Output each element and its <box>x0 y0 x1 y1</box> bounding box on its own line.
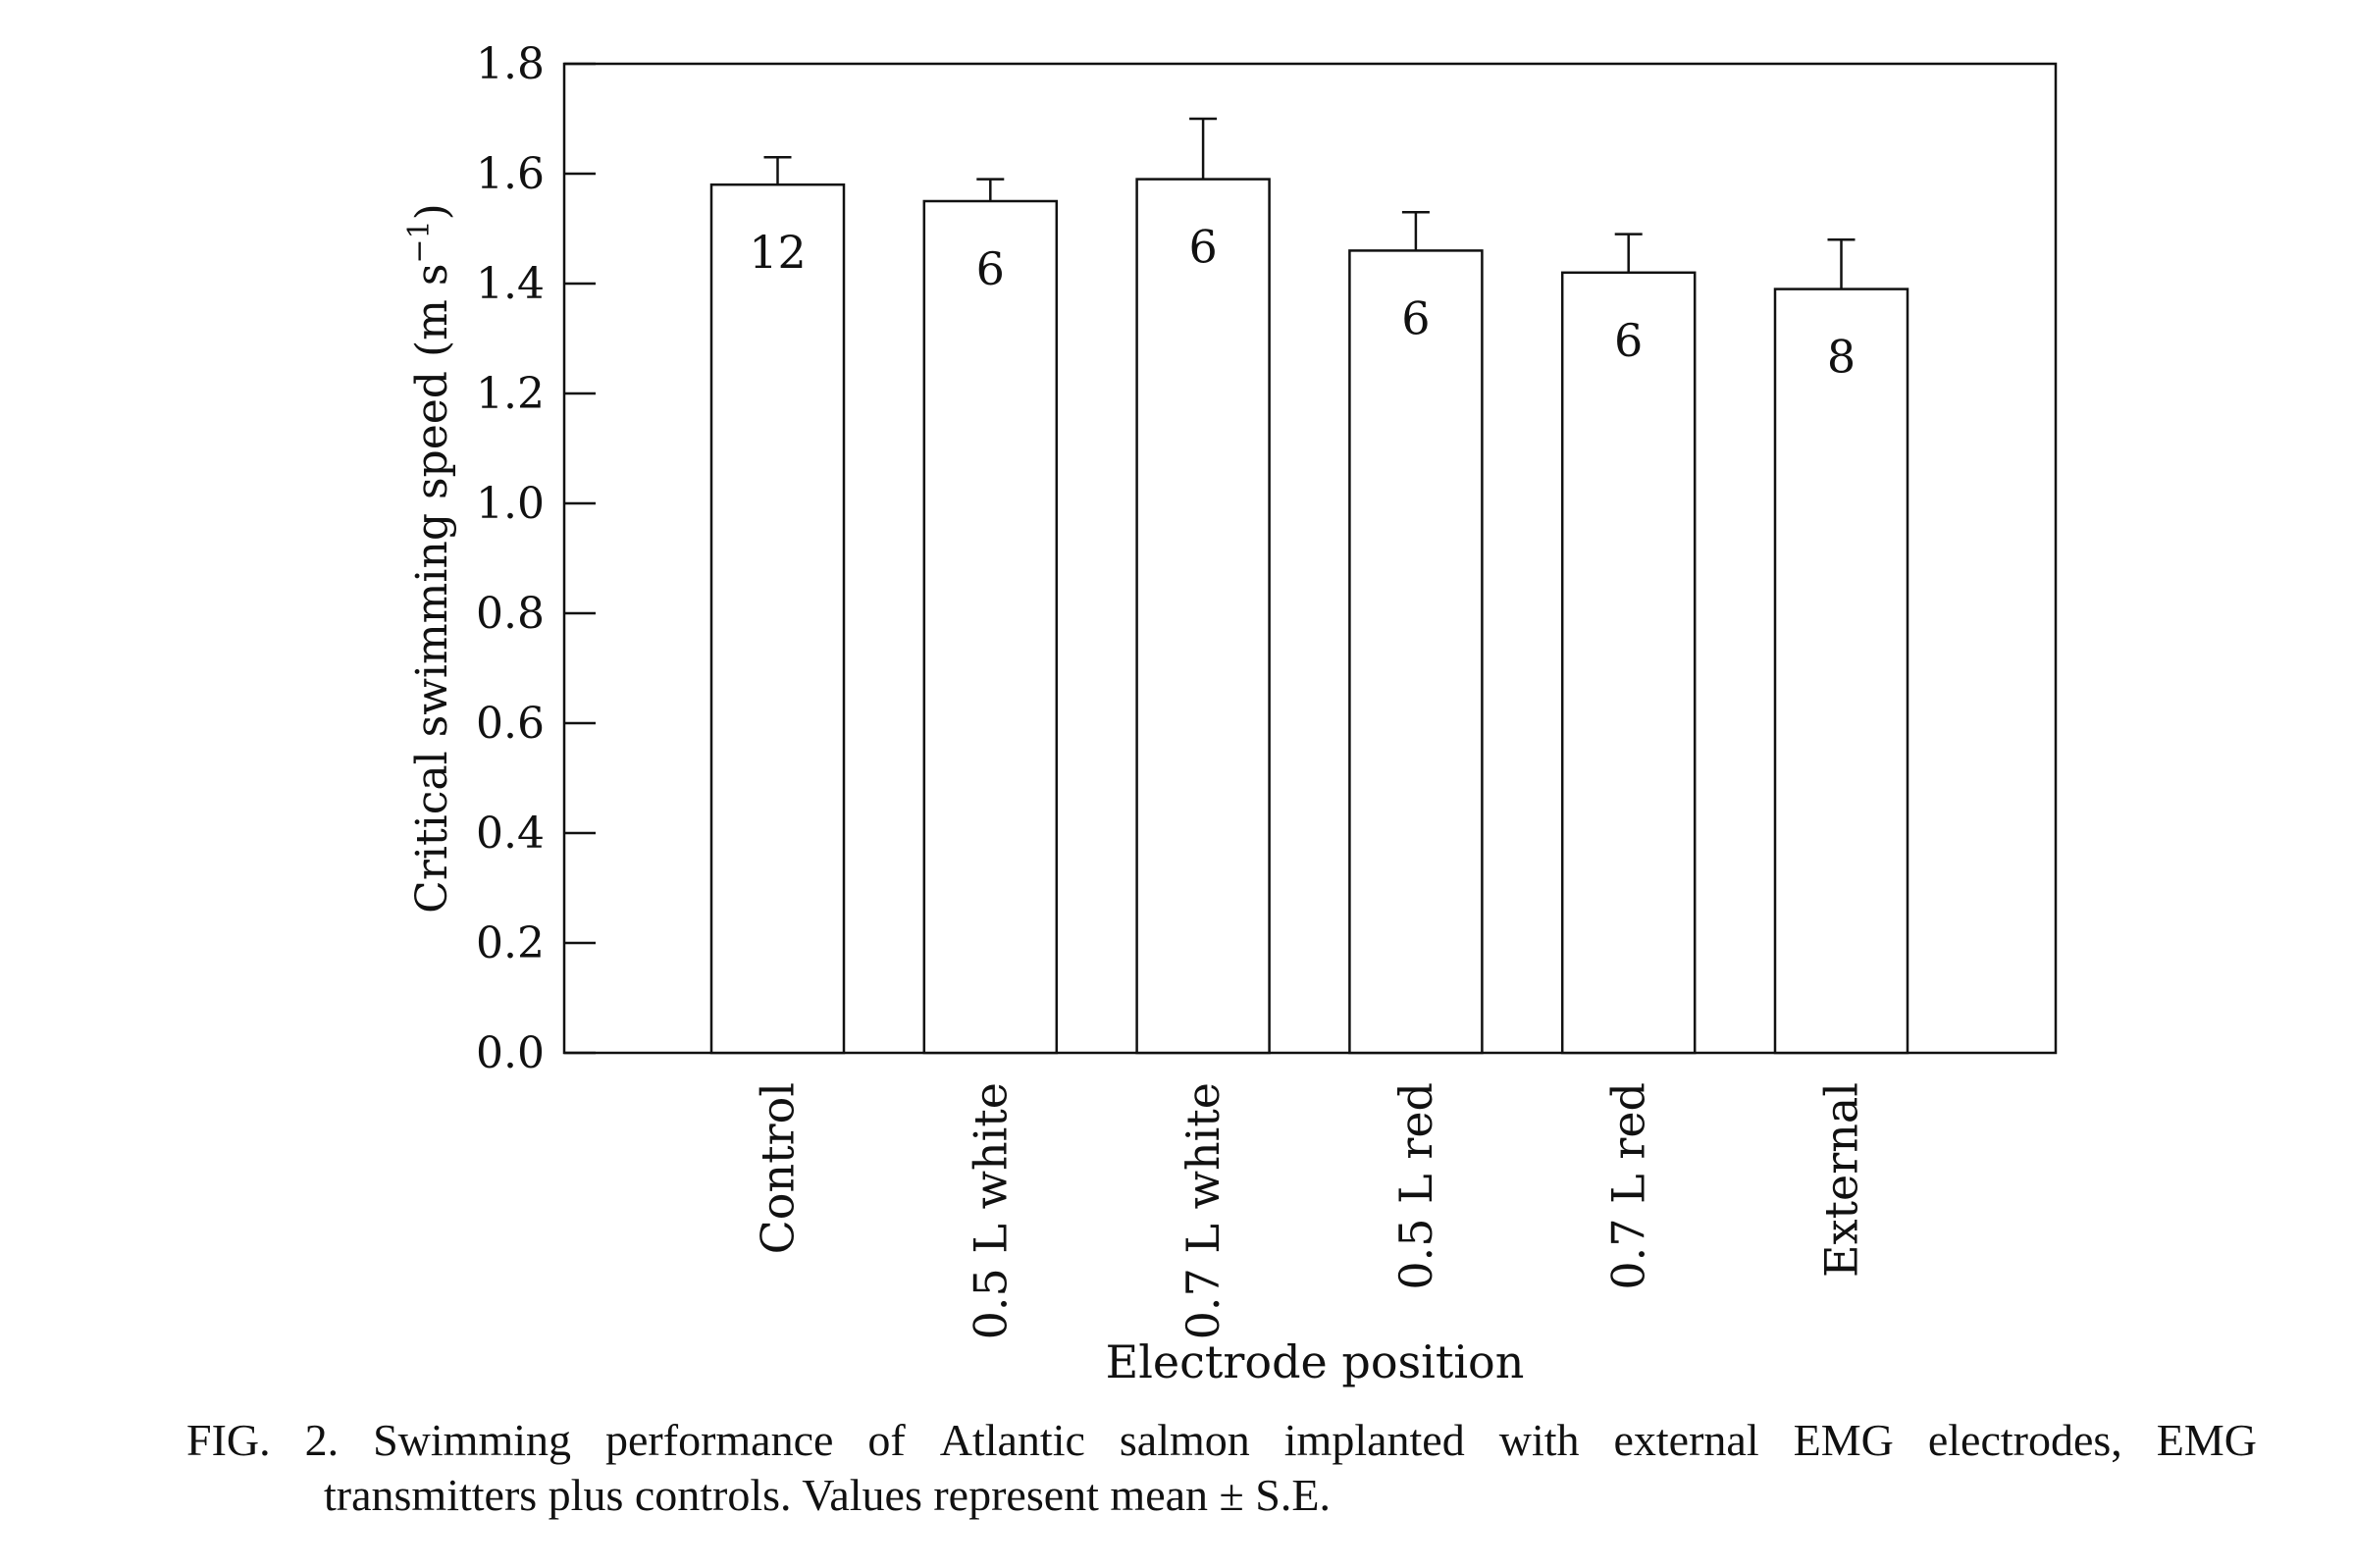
y-tick-label: 0.2 <box>476 918 545 968</box>
sample-size-label: 6 <box>1614 314 1643 367</box>
caption-word: performance <box>605 1415 834 1465</box>
sample-size-label: 6 <box>1401 291 1430 344</box>
sample-size-label: 6 <box>976 242 1005 295</box>
y-tick-label: 0.8 <box>476 589 545 639</box>
y-tick-label: 1.8 <box>476 39 545 89</box>
bar-chart: 0.0 0.2 0.4 0.6 0.8 1.0 1.2 1.4 1.6 1.8 12 6 6 6 6 8 C… <box>402 39 2058 1388</box>
y-tick-label: 1.4 <box>476 259 545 309</box>
x-tick-label: 0.7 L white <box>1176 1082 1229 1339</box>
sample-size-label: 6 <box>1188 221 1217 274</box>
figure-caption: FIG. 2. Swimming performance of Atlantic salmo… <box>186 1413 2257 1523</box>
x-tick-label: 0.7 L red <box>1602 1082 1655 1290</box>
caption-text: transmitters plus controls. Values repre… <box>324 1470 1256 1520</box>
x-tick-label: Control <box>752 1082 805 1254</box>
y-tick-label: 1.6 <box>476 149 545 199</box>
y-tick-label: 1.0 <box>476 479 545 529</box>
bar <box>1135 178 1271 1055</box>
caption-word: Swimming <box>373 1415 572 1465</box>
caption-word: EMG <box>2156 1415 2257 1465</box>
bar <box>1773 287 1909 1055</box>
bar <box>1560 271 1697 1055</box>
bar <box>922 199 1059 1055</box>
bar <box>1348 249 1484 1055</box>
x-axis-label: Electrode position <box>1106 1335 1525 1388</box>
caption-word: of <box>867 1415 906 1465</box>
caption-word: 2. <box>304 1415 340 1465</box>
caption-word: EMG <box>1793 1415 1894 1465</box>
caption-word: implanted <box>1283 1415 1465 1465</box>
y-tick-label: 0.0 <box>476 1028 545 1078</box>
caption-word: external <box>1613 1415 1759 1465</box>
y-axis-label: Critical swimming speed (m s−1) <box>402 203 457 914</box>
plot-frame <box>562 62 2058 1055</box>
y-tick-label: 1.2 <box>476 369 545 419</box>
x-tick-label: 0.5 L red <box>1389 1082 1442 1290</box>
y-tick-label: 0.4 <box>476 809 545 859</box>
caption-line-2: transmitters plus controls. Values repre… <box>186 1468 2257 1523</box>
caption-word: FIG. <box>186 1415 271 1465</box>
bar <box>709 183 846 1055</box>
y-axis: 0.0 0.2 0.4 0.6 0.8 1.0 1.2 1.4 1.6 1.8 <box>476 39 596 1078</box>
x-tick-label: External <box>1815 1082 1868 1278</box>
y-tick-label: 0.6 <box>476 699 545 749</box>
sample-size-label: 12 <box>749 226 807 279</box>
x-tick-label: 0.5 L white <box>964 1082 1017 1339</box>
caption-word: salmon <box>1119 1415 1250 1465</box>
caption-word: with <box>1498 1415 1580 1465</box>
sample-size-label: 8 <box>1827 331 1856 384</box>
caption-word: Atlantic <box>939 1415 1085 1465</box>
caption-se: S.E. <box>1255 1470 1331 1520</box>
bars: 12 6 6 6 6 8 <box>709 117 1909 1055</box>
caption-word: electrodes, <box>1927 1415 2122 1465</box>
caption-line-1: FIG. 2. Swimming performance of Atlantic salmo… <box>186 1413 2257 1468</box>
x-tick-labels: Control 0.5 L white 0.7 L white 0.5 L red 0.… <box>752 1082 1868 1339</box>
